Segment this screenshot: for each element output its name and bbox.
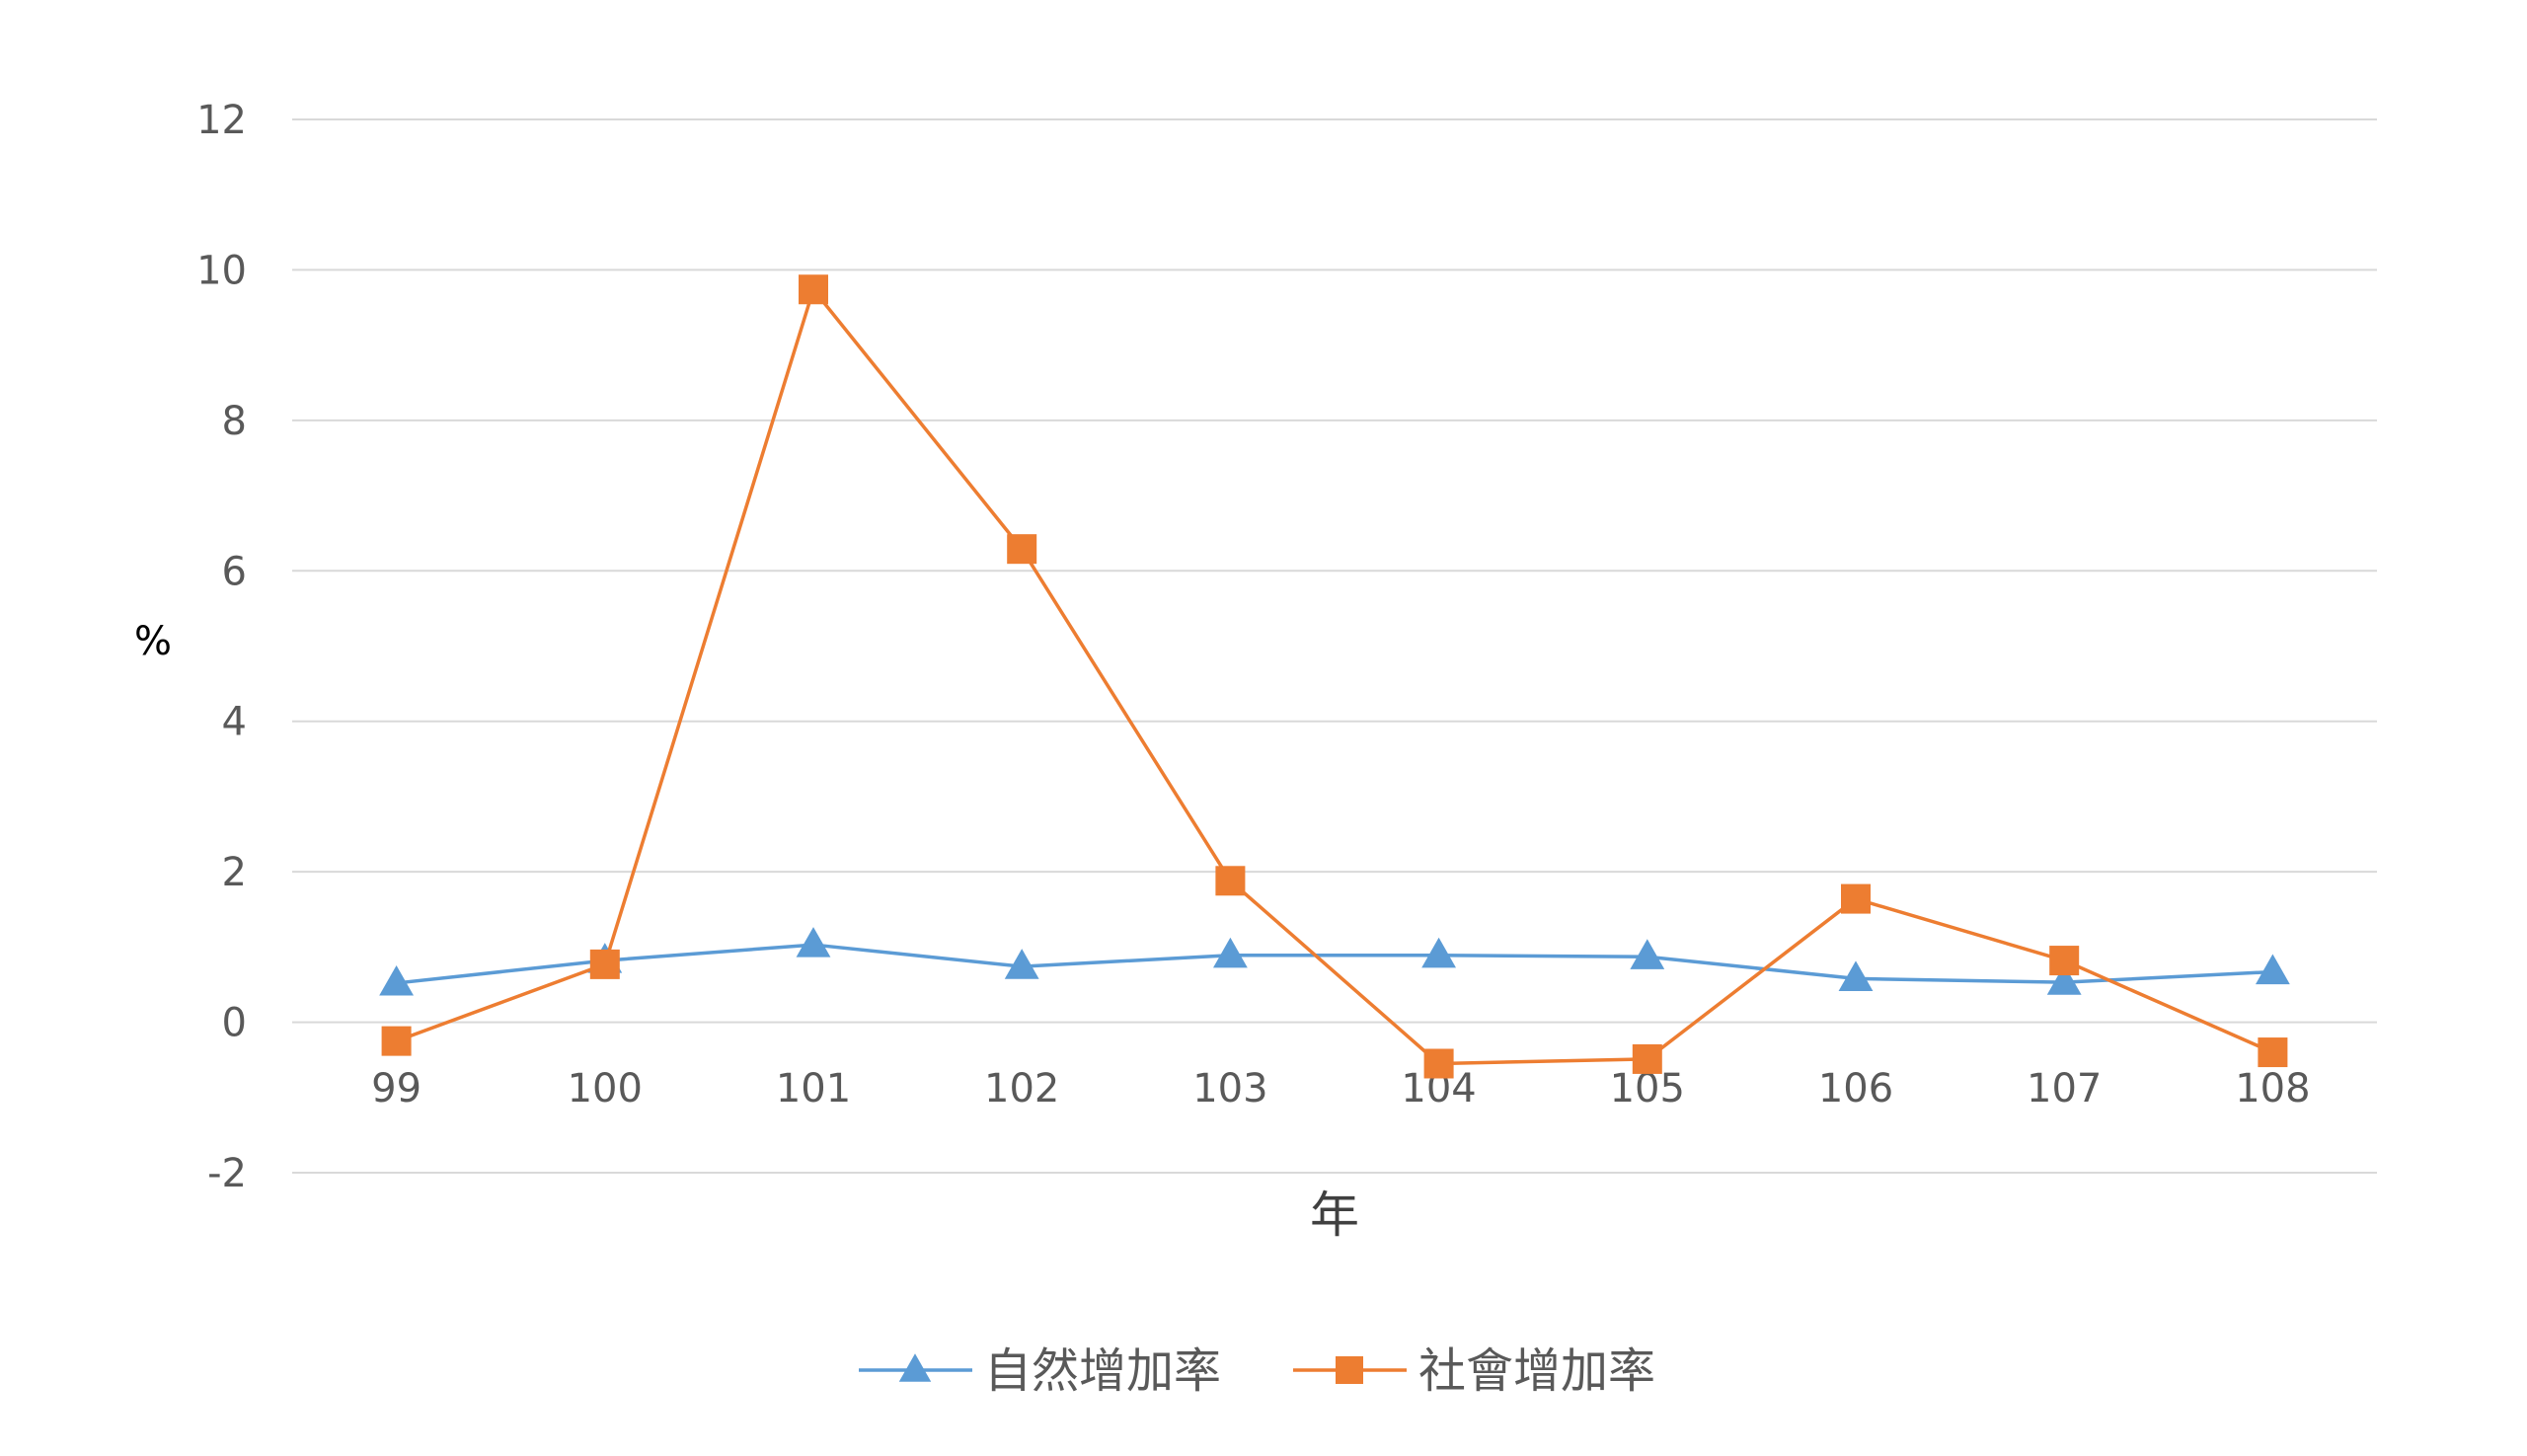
- data-point: [1421, 937, 1456, 968]
- data-point: [1004, 949, 1039, 979]
- y-tick-label: 10: [196, 248, 247, 293]
- y-tick-label: 2: [222, 850, 247, 895]
- legend-label: 社會增加率: [1418, 1343, 1655, 1399]
- y-axis-tick-labels: -2 0 2 4 6 8 10 12: [196, 98, 247, 1196]
- y-tick-label: 8: [222, 399, 247, 444]
- data-point: [1423, 1048, 1454, 1079]
- data-point: [2256, 954, 2290, 985]
- legend-item: 自然增加率: [859, 1343, 1221, 1399]
- legend: 自然增加率 社會增加率: [859, 1343, 1655, 1399]
- data-point: [1215, 866, 1246, 896]
- data-point: [589, 949, 620, 979]
- gridlines: [292, 118, 2377, 1174]
- legend-marker: [1336, 1356, 1363, 1384]
- x-tick-label: 108: [2235, 1066, 2310, 1111]
- legend-label: 自然增加率: [984, 1343, 1221, 1399]
- x-tick-label: 102: [984, 1066, 1059, 1111]
- series-group: [379, 274, 2290, 1079]
- data-point: [1630, 939, 1665, 969]
- x-tick-label: 99: [371, 1066, 421, 1111]
- y-tick-label: 4: [222, 700, 247, 745]
- y-tick-label: -2: [207, 1151, 247, 1196]
- x-axis-tick-labels: 99 100 101 102 103 104 105 106 107 108: [371, 1066, 2310, 1111]
- x-tick-label: 103: [1192, 1066, 1267, 1111]
- series-line: [395, 285, 2274, 1066]
- data-point: [381, 1026, 412, 1056]
- x-axis-label: 年: [1310, 1187, 1359, 1244]
- x-tick-label: 106: [1818, 1066, 1893, 1111]
- series-2: [381, 274, 2288, 1079]
- data-point: [796, 927, 831, 958]
- data-point: [2046, 964, 2082, 995]
- legend-marker: [898, 1353, 932, 1382]
- y-tick-label: 0: [222, 1001, 247, 1046]
- data-point: [1007, 534, 1037, 565]
- data-point: [2049, 946, 2080, 976]
- y-tick-label: 6: [222, 549, 247, 594]
- data-point: [2258, 1037, 2288, 1068]
- legend-item: 社會增加率: [1293, 1343, 1655, 1399]
- data-point: [379, 964, 414, 996]
- x-tick-label: 101: [776, 1066, 851, 1111]
- y-tick-label: 12: [196, 98, 247, 143]
- series-1: [379, 927, 2290, 996]
- y-axis-label: %: [134, 619, 172, 664]
- data-point: [1213, 937, 1248, 968]
- series-line: [396, 943, 2273, 985]
- x-tick-label: 107: [2027, 1066, 2102, 1111]
- data-point: [1838, 960, 1874, 991]
- data-point: [1841, 883, 1871, 914]
- data-point: [1632, 1043, 1662, 1074]
- x-tick-label: 100: [568, 1066, 643, 1111]
- data-point: [799, 274, 828, 305]
